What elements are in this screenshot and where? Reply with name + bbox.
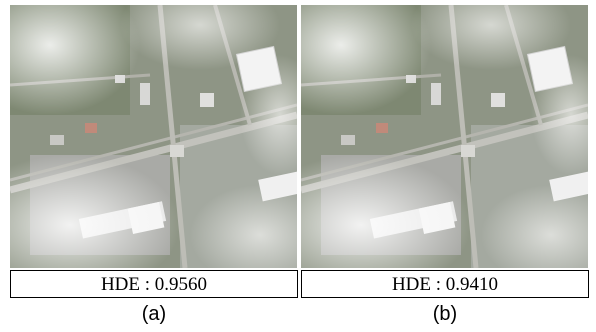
image-b [251,0,596,295]
page: HDE : 0.9560 HDE : 0.9410 (a) (b) (() =>… [0,0,596,327]
figure: HDE : 0.9560 HDE : 0.9410 (a) (b) [0,0,596,327]
caption: HDE : 0.9410 [392,274,498,295]
panel-label: (a) [142,303,166,325]
image-a [0,0,330,295]
caption: HDE : 0.9560 [101,274,207,295]
panel-label: (b) [433,303,457,325]
